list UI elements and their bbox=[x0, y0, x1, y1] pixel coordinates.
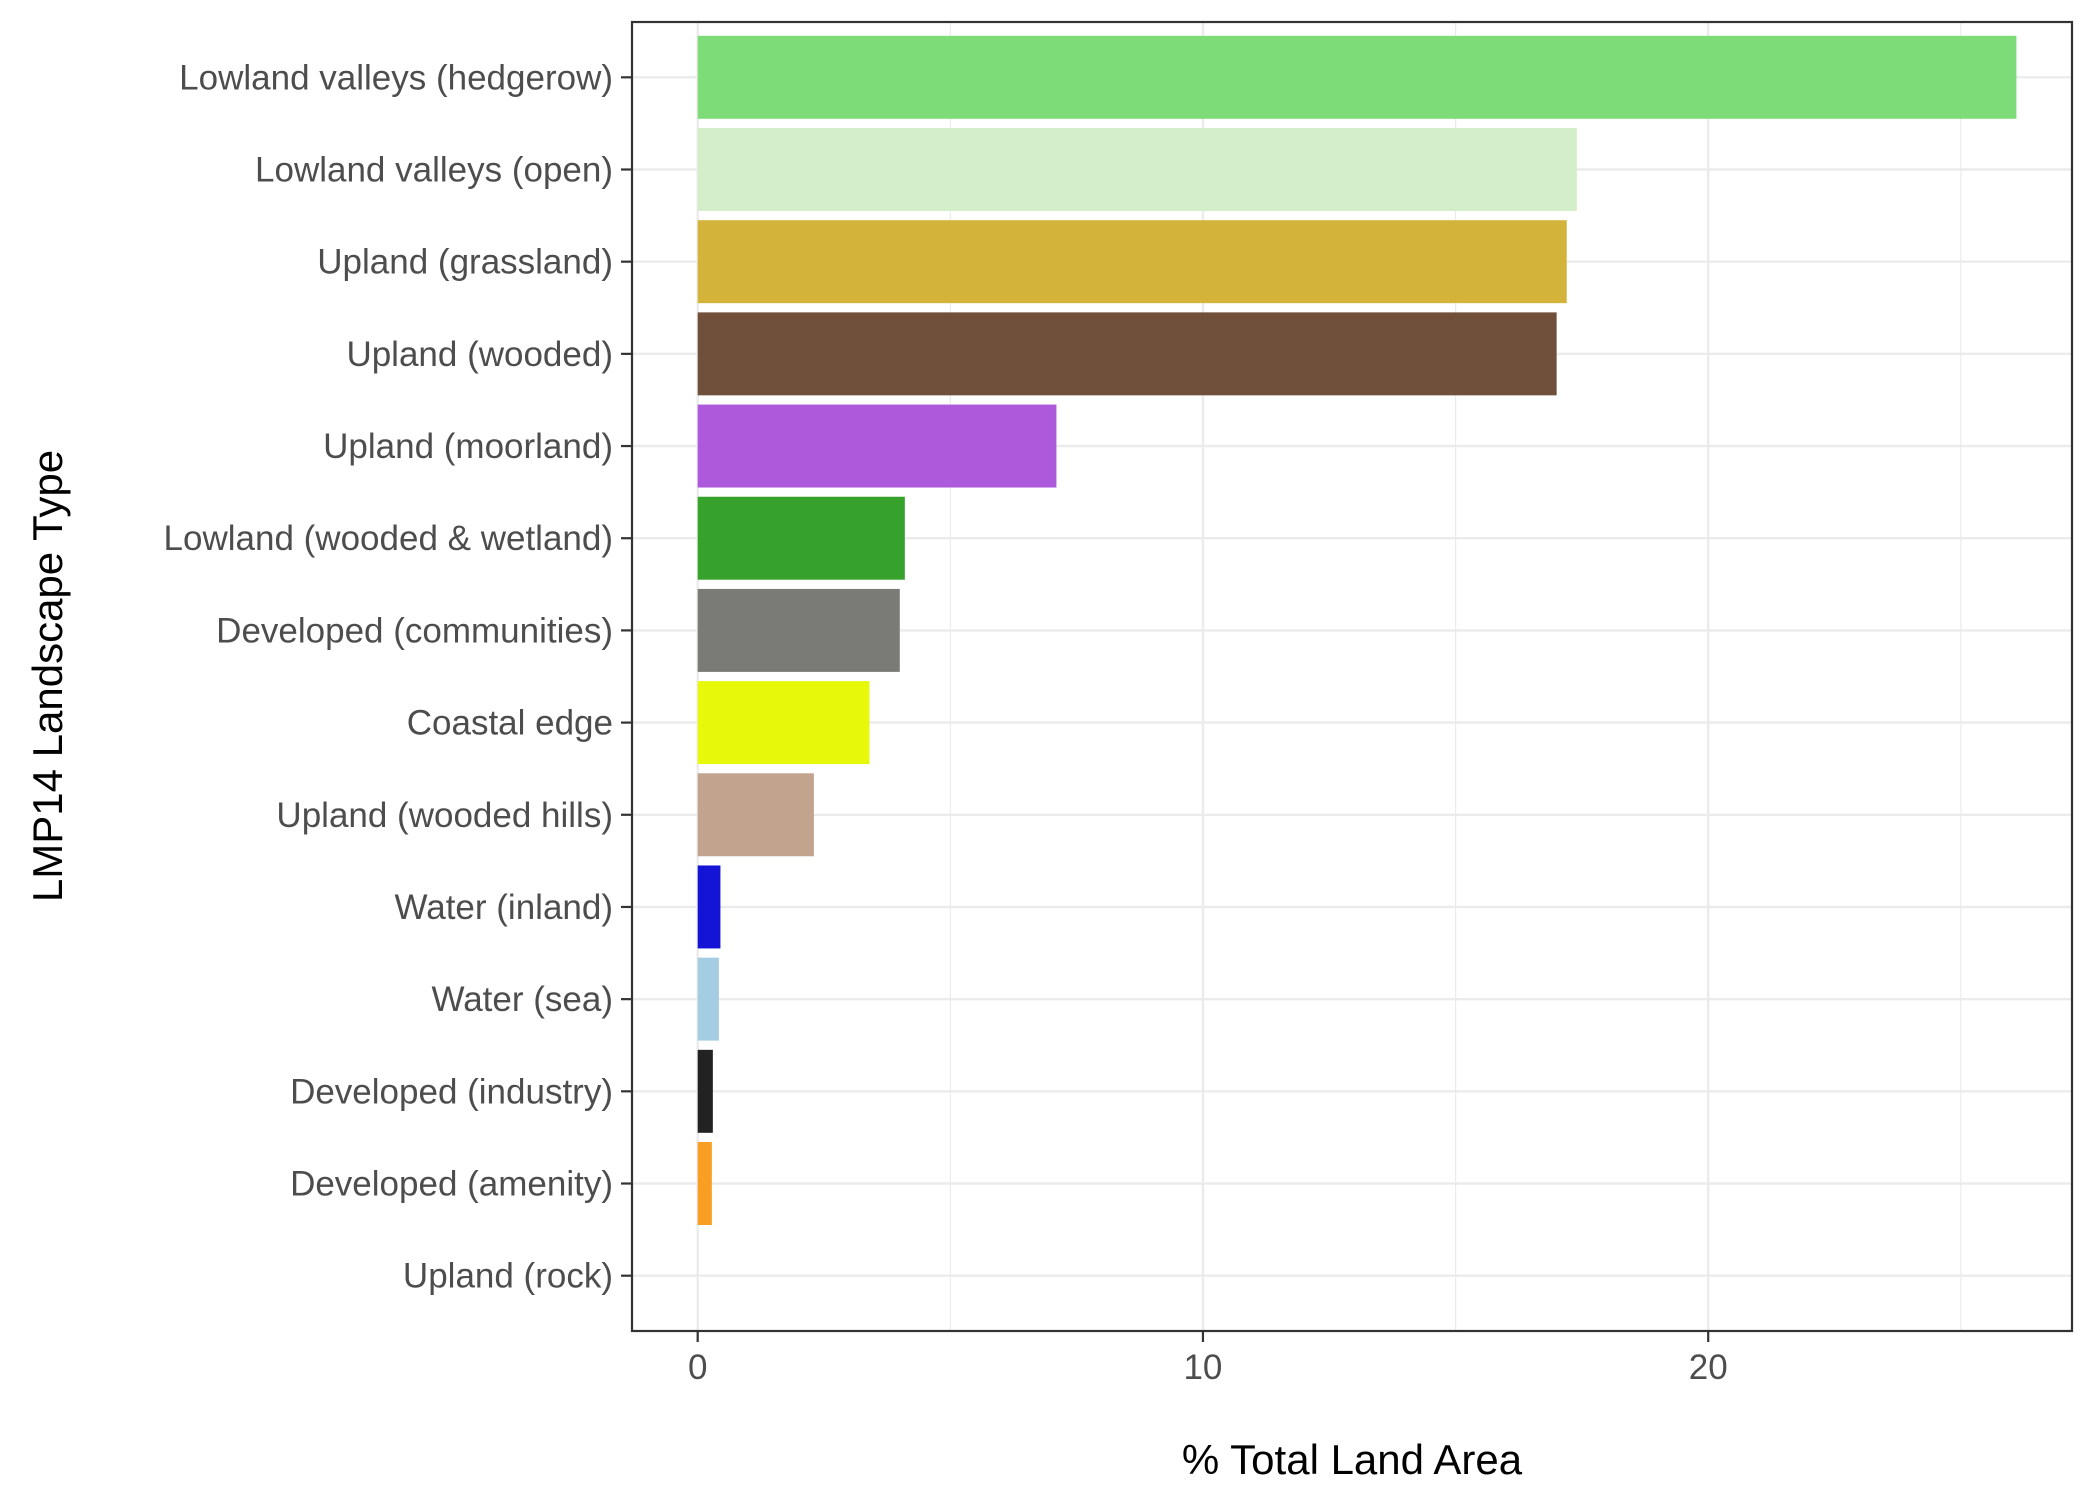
axis-layer: Lowland valleys (hedgerow) Lowland valley… bbox=[164, 58, 1728, 1387]
bar-layer bbox=[697, 35, 2017, 1225]
bar bbox=[697, 773, 814, 857]
y-tick-label: Coastal edge bbox=[407, 704, 613, 743]
y-tick-label: Lowland valleys (open) bbox=[255, 150, 613, 189]
y-axis-title: LMP14 Landscape Type bbox=[24, 450, 71, 902]
x-tick-label: 20 bbox=[1689, 1348, 1728, 1387]
y-tick-label: Developed (communities) bbox=[216, 611, 613, 650]
bar bbox=[697, 496, 905, 580]
y-tick-label: Lowland (wooded & wetland) bbox=[164, 519, 613, 558]
bar bbox=[697, 1142, 712, 1225]
y-tick-label: Upland (rock) bbox=[403, 1257, 613, 1296]
bar bbox=[697, 865, 721, 949]
y-tick-label: Upland (wooded hills) bbox=[276, 796, 613, 835]
y-tick-label: Developed (amenity) bbox=[290, 1165, 613, 1204]
bar bbox=[697, 957, 719, 1041]
plot-panel bbox=[632, 22, 2072, 1331]
x-tick-label: 0 bbox=[688, 1348, 707, 1387]
bar bbox=[697, 220, 1567, 304]
bar bbox=[697, 128, 1577, 211]
y-tick-label: Lowland valleys (hedgerow) bbox=[179, 58, 613, 97]
y-tick-label: Water (sea) bbox=[431, 980, 613, 1019]
bar bbox=[697, 588, 900, 672]
x-tick-label: 10 bbox=[1183, 1348, 1222, 1387]
bar bbox=[697, 681, 870, 765]
y-tick-label: Developed (industry) bbox=[290, 1072, 613, 1111]
y-tick-label: Upland (moorland) bbox=[323, 427, 613, 466]
bar bbox=[697, 312, 1557, 396]
y-tick-label: Upland (wooded) bbox=[346, 335, 613, 374]
bar bbox=[697, 404, 1057, 488]
bar bbox=[697, 35, 2017, 119]
y-tick-label: Water (inland) bbox=[395, 888, 614, 927]
y-tick-label: Upland (grassland) bbox=[317, 243, 613, 282]
plot-border bbox=[630, 20, 2074, 1333]
x-axis-title: % Total Land Area bbox=[1182, 1436, 1523, 1483]
bar bbox=[697, 1049, 713, 1133]
